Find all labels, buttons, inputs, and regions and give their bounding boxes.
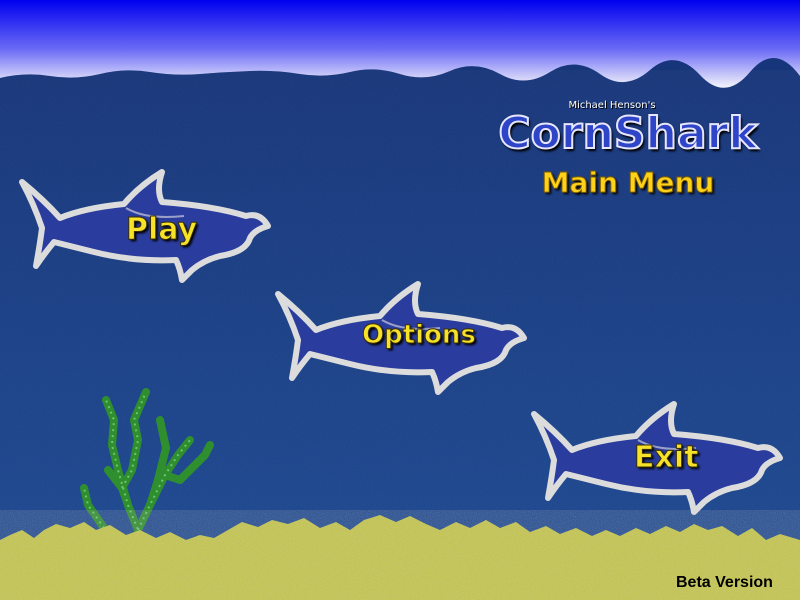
game-logo: CornShark bbox=[497, 107, 758, 160]
version-label: Beta Version bbox=[676, 574, 773, 591]
author-byline: Michael Henson's bbox=[568, 100, 656, 111]
options-button[interactable]: Options bbox=[270, 280, 530, 400]
menu-heading: Main Menu bbox=[541, 166, 715, 200]
shark-icon bbox=[531, 401, 783, 515]
play-button[interactable]: Play bbox=[14, 168, 274, 288]
play-label: Play bbox=[125, 212, 198, 248]
shark-icon bbox=[19, 169, 271, 283]
shark-icon bbox=[275, 281, 527, 395]
options-label: Options bbox=[362, 320, 477, 351]
exit-label: Exit bbox=[633, 440, 699, 476]
exit-button[interactable]: Exit bbox=[526, 400, 786, 520]
